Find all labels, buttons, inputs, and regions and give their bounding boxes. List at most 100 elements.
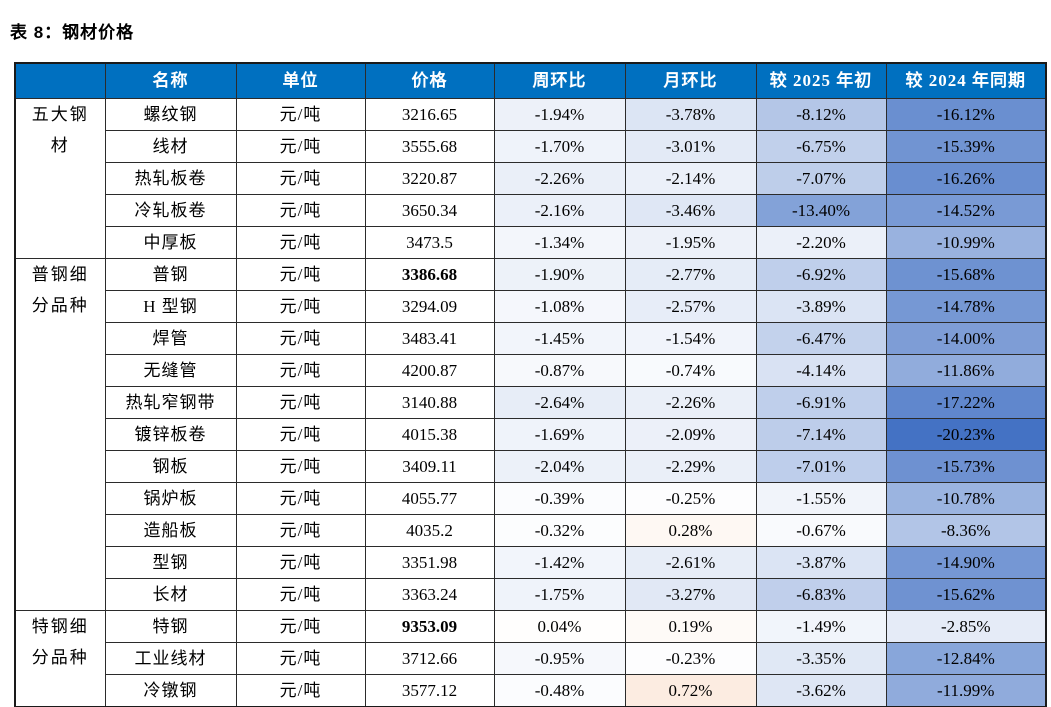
- unit-cell: 元/吨: [235, 290, 366, 323]
- unit-cell: 元/吨: [235, 194, 366, 227]
- vs-2025-start-cell: -4.14%: [755, 354, 887, 387]
- table-row: 线材 元/吨 3555.68 -1.70% -3.01% -6.75% -15.39%: [15, 130, 1047, 163]
- vs-2024-period-cell: -10.99%: [885, 226, 1047, 259]
- vs-2024-period-cell: -14.52%: [885, 194, 1047, 227]
- price-cell: 3555.68: [364, 130, 495, 163]
- table-row: 五大钢材 螺纹钢 元/吨 3216.65 -1.94% -3.78% -8.12% -16.1…: [14, 98, 1047, 259]
- vs-2024-period-cell: -16.26%: [885, 162, 1047, 195]
- vs-2025-start-cell: -6.83%: [755, 578, 887, 611]
- wow-change-cell: -1.08%: [493, 290, 626, 323]
- vs-2025-start-cell: -3.89%: [755, 290, 887, 323]
- vs-2024-period-cell: -8.36%: [885, 514, 1047, 547]
- vs-2024-period-cell: -2.85%: [885, 610, 1047, 643]
- vs-2024-period-cell: -15.39%: [885, 130, 1047, 163]
- unit-cell: 元/吨: [235, 322, 366, 355]
- table-row: H 型钢 元/吨 3294.09 -1.08% -2.57% -3.89% -14.78%: [15, 290, 1047, 323]
- mom-change-cell: -2.14%: [624, 162, 757, 195]
- unit-cell: 元/吨: [235, 514, 366, 547]
- vs-2025-start-cell: -7.07%: [755, 162, 887, 195]
- name-cell: 造船板: [104, 514, 237, 547]
- vs-2025-start-cell: -6.91%: [755, 386, 887, 419]
- price-cell: 4055.77: [364, 482, 495, 515]
- mom-change-cell: -3.01%: [624, 130, 757, 163]
- header-mom-change: 月环比: [624, 62, 757, 99]
- wow-change-cell: -2.26%: [493, 162, 626, 195]
- table-row: 无缝管 元/吨 4200.87 -0.87% -0.74% -4.14% -11.86%: [15, 354, 1047, 387]
- vs-2025-start-cell: -6.92%: [755, 258, 887, 291]
- wow-change-cell: -0.48%: [493, 674, 626, 707]
- vs-2024-period-cell: -14.90%: [885, 546, 1047, 579]
- price-cell: 3650.34: [364, 194, 495, 227]
- table-row: 焊管 元/吨 3483.41 -1.45% -1.54% -6.47% -14.00%: [15, 322, 1047, 355]
- header-unit: 单位: [235, 62, 366, 99]
- wow-change-cell: -2.64%: [493, 386, 626, 419]
- name-cell: 长材: [104, 578, 237, 611]
- price-cell: 3409.11: [364, 450, 495, 483]
- unit-cell: 元/吨: [235, 418, 366, 451]
- name-cell: 镀锌板卷: [104, 418, 237, 451]
- vs-2025-start-cell: -6.47%: [755, 322, 887, 355]
- vs-2025-start-cell: -7.01%: [755, 450, 887, 483]
- table-row: 造船板 元/吨 4035.2 -0.32% 0.28% -0.67% -8.36%: [15, 514, 1047, 547]
- name-cell: 锅炉板: [104, 482, 237, 515]
- name-cell: 工业线材: [104, 642, 237, 675]
- table-row: 型钢 元/吨 3351.98 -1.42% -2.61% -3.87% -14.90%: [15, 546, 1047, 579]
- steel-price-table: 名称 单位 价格 周环比 月环比 较 2025 年初 较 2024 年同期 五大…: [14, 62, 1047, 707]
- price-cell: 9353.09: [364, 610, 495, 643]
- wow-change-cell: -2.04%: [493, 450, 626, 483]
- price-cell: 3351.98: [364, 546, 495, 579]
- wow-change-cell: 0.04%: [493, 610, 626, 643]
- vs-2024-period-cell: -10.78%: [885, 482, 1047, 515]
- name-cell: 特钢: [104, 610, 237, 643]
- unit-cell: 元/吨: [235, 226, 366, 259]
- wow-change-cell: -1.42%: [493, 546, 626, 579]
- table-row: 中厚板 元/吨 3473.5 -1.34% -1.95% -2.20% -10.99%: [15, 226, 1047, 259]
- vs-2024-period-cell: -17.22%: [885, 386, 1047, 419]
- table-row: 冷轧板卷 元/吨 3650.34 -2.16% -3.46% -13.40% -14.52%: [15, 194, 1047, 227]
- unit-cell: 元/吨: [235, 450, 366, 483]
- unit-cell: 元/吨: [235, 610, 366, 643]
- wow-change-cell: -0.39%: [493, 482, 626, 515]
- vs-2024-period-cell: -15.62%: [885, 578, 1047, 611]
- wow-change-cell: -2.16%: [493, 194, 626, 227]
- mom-change-cell: -2.26%: [624, 386, 757, 419]
- vs-2024-period-cell: -11.86%: [885, 354, 1047, 387]
- vs-2025-start-cell: -0.67%: [755, 514, 887, 547]
- name-cell: 冷轧板卷: [104, 194, 237, 227]
- vs-2024-period-cell: -15.73%: [885, 450, 1047, 483]
- price-cell: 3473.5: [364, 226, 495, 259]
- price-cell: 3577.12: [364, 674, 495, 707]
- wow-change-cell: -0.32%: [493, 514, 626, 547]
- unit-cell: 元/吨: [235, 162, 366, 195]
- table-row: 普钢细分品种 普钢 元/吨 3386.68 -1.90% -2.77% -6.92% -15.…: [14, 258, 1047, 611]
- name-cell: 线材: [104, 130, 237, 163]
- mom-change-cell: -2.09%: [624, 418, 757, 451]
- wow-change-cell: -1.34%: [493, 226, 626, 259]
- wow-change-cell: -1.90%: [493, 258, 626, 291]
- mom-change-cell: -0.74%: [624, 354, 757, 387]
- unit-cell: 元/吨: [235, 354, 366, 387]
- vs-2024-period-cell: -16.12%: [885, 98, 1047, 131]
- vs-2025-start-cell: -2.20%: [755, 226, 887, 259]
- table-row: 长材 元/吨 3363.24 -1.75% -3.27% -6.83% -15.62%: [15, 578, 1047, 611]
- vs-2025-start-cell: -6.75%: [755, 130, 887, 163]
- wow-change-cell: -1.45%: [493, 322, 626, 355]
- unit-cell: 元/吨: [235, 386, 366, 419]
- mom-change-cell: -1.95%: [624, 226, 757, 259]
- name-cell: 中厚板: [104, 226, 237, 259]
- header-group: [14, 62, 106, 99]
- vs-2024-period-cell: -15.68%: [885, 258, 1047, 291]
- mom-change-cell: -0.25%: [624, 482, 757, 515]
- name-cell: 无缝管: [104, 354, 237, 387]
- unit-cell: 元/吨: [235, 546, 366, 579]
- mom-change-cell: -0.23%: [624, 642, 757, 675]
- unit-cell: 元/吨: [235, 98, 366, 131]
- group-label: 特钢细分品种: [14, 610, 106, 707]
- vs-2025-start-cell: -7.14%: [755, 418, 887, 451]
- vs-2025-start-cell: -13.40%: [755, 194, 887, 227]
- mom-change-cell: -2.57%: [624, 290, 757, 323]
- wow-change-cell: -1.69%: [493, 418, 626, 451]
- vs-2024-period-cell: -14.00%: [885, 322, 1047, 355]
- wow-change-cell: -1.75%: [493, 578, 626, 611]
